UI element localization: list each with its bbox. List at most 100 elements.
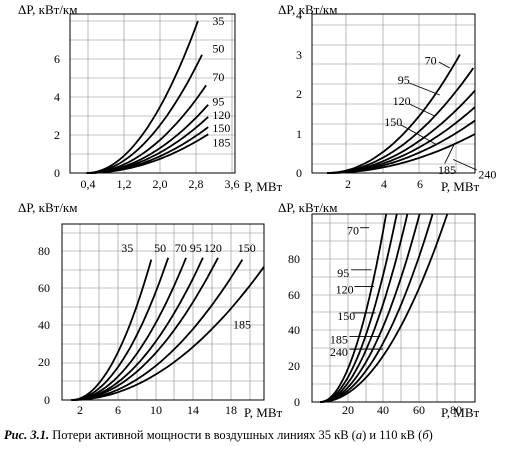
- curve-label-185: 185: [438, 163, 456, 177]
- plot-frame: [61, 223, 265, 401]
- plot-frame: [311, 213, 476, 403]
- caption-text-main: Потери активной мощности в воздушных лин…: [49, 428, 356, 442]
- y-tick-label: 0: [54, 166, 60, 180]
- curve-label-240: 240: [330, 345, 348, 359]
- panel-bottom-right-curves: [320, 213, 449, 403]
- y-tick-label: 20: [38, 355, 50, 369]
- curve-label-95: 95: [337, 266, 349, 280]
- panel-top-right: 70 95 120 150 185 240 2 4 6 0 1 2 3 4 ΔP, кВт/км P,…: [278, 2, 496, 194]
- x-tick-label: 6: [417, 177, 423, 191]
- panel-top-right-xlabel: P, МВт: [441, 179, 480, 194]
- curve-label-185: 185: [233, 317, 251, 331]
- x-tick-label: 10: [150, 403, 162, 417]
- y-tick-label: 80: [288, 252, 300, 266]
- plot-frame: [311, 13, 476, 174]
- panel-bottom-right-yticks: 0 20 40 60 80: [288, 252, 300, 409]
- x-tick-label: 80: [450, 403, 462, 417]
- curve-240: [320, 213, 449, 403]
- y-tick-label: 2: [54, 128, 60, 142]
- x-tick-label: 2: [77, 403, 83, 417]
- x-tick-label: 4: [381, 177, 387, 191]
- y-tick-label: 3: [296, 48, 302, 62]
- curve-label-120: 120: [393, 94, 411, 108]
- leader-line: [409, 103, 435, 117]
- curve-185: [320, 213, 434, 403]
- panel-bottom-left-curves: [71, 257, 265, 401]
- x-tick-label: 14: [187, 403, 199, 417]
- panel-top-right-curves: [327, 54, 476, 174]
- curve-150: [320, 213, 421, 403]
- curve-70: [320, 213, 388, 403]
- curve-label-120: 120: [336, 282, 354, 296]
- curve-label-240: 240: [478, 168, 496, 182]
- curve-35: [86, 20, 199, 174]
- caption-sub-a: а: [355, 428, 363, 442]
- y-tick-label: 0: [296, 166, 302, 180]
- curve-35: [71, 259, 153, 401]
- y-tick-label: 4: [296, 8, 302, 22]
- y-tick-label: 4: [54, 90, 60, 104]
- panel-top-left-grid: [69, 13, 236, 174]
- caption-sub-b: б: [422, 428, 429, 442]
- curve-label-95: 95: [212, 95, 224, 109]
- x-tick-label: 2,8: [189, 177, 204, 191]
- curve-240: [327, 133, 476, 174]
- x-tick-label: 20: [342, 403, 354, 417]
- caption-text-mid: ) и 110 кВ (: [362, 428, 423, 442]
- curve-label-185: 185: [330, 332, 348, 346]
- curve-70: [327, 54, 461, 174]
- curve-label-150: 150: [238, 241, 256, 255]
- x-tick-label: 2,0: [153, 177, 168, 191]
- curve-95: [320, 213, 398, 403]
- panel-bottom-right-ylabel: ΔP, кВт/км: [278, 200, 337, 215]
- panel-top-right-leaders: [400, 61, 477, 171]
- panel-bottom-left: 35 50 70 95 120 150 185 2 6 10 14 18 0 20 40 60 80 ΔP,…: [18, 200, 283, 420]
- panel-top-left-xticks: 0,4 1,2 2,0 2,8 3,6: [81, 177, 240, 191]
- panel-bottom-right-xticks: 20 40 60 80: [342, 403, 462, 417]
- leader-line: [452, 159, 477, 171]
- figure-caption: Рис. 3.1. Потери активной мощности в воз…: [4, 428, 509, 443]
- y-tick-label: 40: [288, 323, 300, 337]
- y-tick-label: 60: [288, 288, 300, 302]
- leader-line: [409, 82, 440, 96]
- y-tick-label: 40: [38, 318, 50, 332]
- y-tick-label: 6: [54, 52, 60, 66]
- x-tick-label: 3,6: [225, 177, 240, 191]
- y-tick-label: 0: [44, 393, 50, 407]
- curve-150: [71, 259, 244, 401]
- curve-label-95: 95: [190, 241, 202, 255]
- x-tick-label: 1,2: [117, 177, 132, 191]
- caption-figure-number: Рис. 3.1.: [4, 428, 50, 442]
- curve-label-50: 50: [154, 241, 166, 255]
- panel-bottom-right-xlabel: P, МВт: [441, 405, 480, 420]
- leader-line: [438, 61, 451, 69]
- x-tick-label: 18: [225, 403, 237, 417]
- curve-label-150: 150: [337, 309, 355, 323]
- panel-top-left-xlabel: P, МВт: [244, 179, 283, 194]
- panel-top-left-yticks: 0 2 4 6: [54, 52, 60, 180]
- panel-bottom-right-leaders: [349, 227, 383, 350]
- curve-label-150: 150: [384, 115, 402, 129]
- y-tick-label: 20: [288, 359, 300, 373]
- curve-label-70: 70: [175, 241, 187, 255]
- curve-50: [86, 54, 203, 174]
- curve-label-70: 70: [347, 224, 359, 238]
- panel-top-right-xticks: 2 4 6: [345, 177, 423, 191]
- panel-bottom-left-yticks: 0 20 40 60 80: [38, 244, 50, 407]
- panel-top-right-yticks: 0 1 2 3 4: [296, 8, 302, 180]
- curve-label-95: 95: [398, 73, 410, 87]
- curve-label-35: 35: [121, 241, 133, 255]
- caption-text-end: ): [428, 428, 433, 442]
- curve-185: [71, 266, 265, 401]
- curve-120: [320, 213, 409, 403]
- plot-frame: [69, 13, 236, 174]
- x-tick-label: 60: [413, 403, 425, 417]
- panel-top-right-ylabel: ΔP, кВт/км: [278, 2, 337, 17]
- panel-top-left-curves: [86, 20, 209, 174]
- curve-label-150: 150: [212, 121, 230, 135]
